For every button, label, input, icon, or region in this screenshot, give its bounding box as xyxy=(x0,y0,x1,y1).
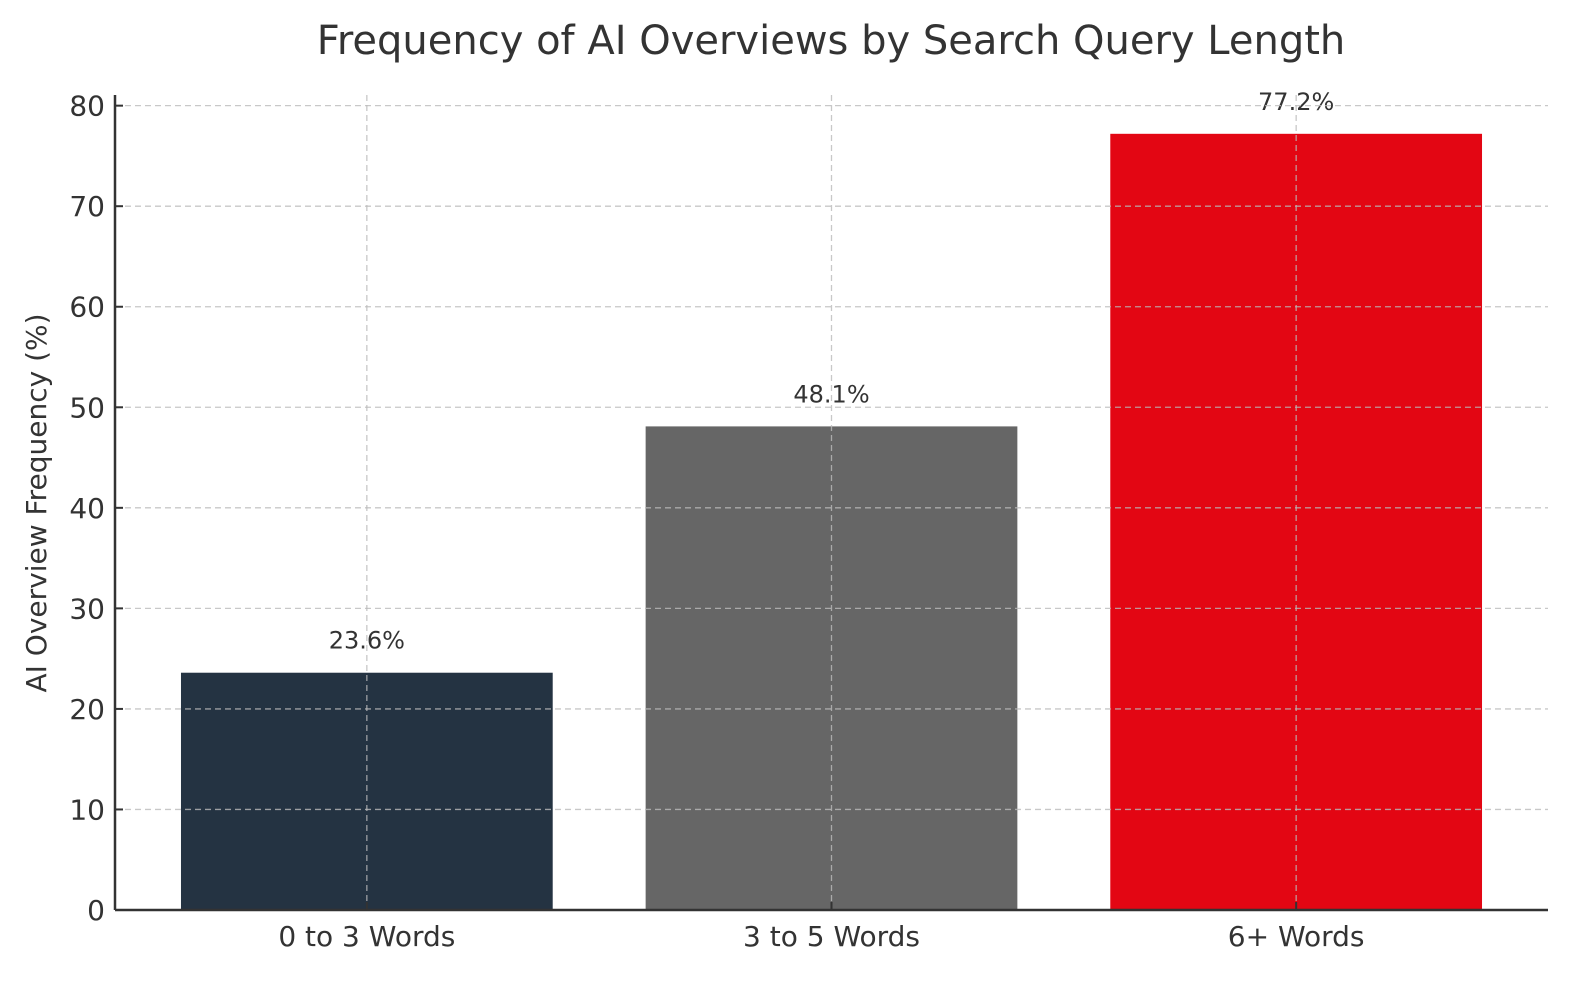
x-tick-label: 0 to 3 Words xyxy=(278,920,455,953)
y-tick-label: 0 xyxy=(87,894,105,927)
y-axis-label: AI Overview Frequency (%) xyxy=(20,313,53,692)
y-tick-label: 70 xyxy=(69,190,105,223)
x-tick-label: 6+ Words xyxy=(1228,920,1365,953)
x-tick-label: 3 to 5 Words xyxy=(743,920,920,953)
grid xyxy=(115,95,1548,910)
y-tick-label: 50 xyxy=(69,391,105,424)
y-tick-label: 20 xyxy=(69,693,105,726)
y-tick-label: 30 xyxy=(69,592,105,625)
y-tick-label: 10 xyxy=(69,793,105,826)
data-label: 77.2% xyxy=(1258,88,1334,116)
chart-title: Frequency of AI Overviews by Search Quer… xyxy=(317,18,1346,64)
y-tick-label: 80 xyxy=(69,90,105,123)
y-tick-label: 40 xyxy=(69,492,105,525)
axes: 0 10 20 30 40 50 60 70 80 0 to 3 Words 3 to 5 Word… xyxy=(69,90,1548,953)
y-tick-label: 60 xyxy=(69,291,105,324)
data-label: 48.1% xyxy=(793,380,869,408)
